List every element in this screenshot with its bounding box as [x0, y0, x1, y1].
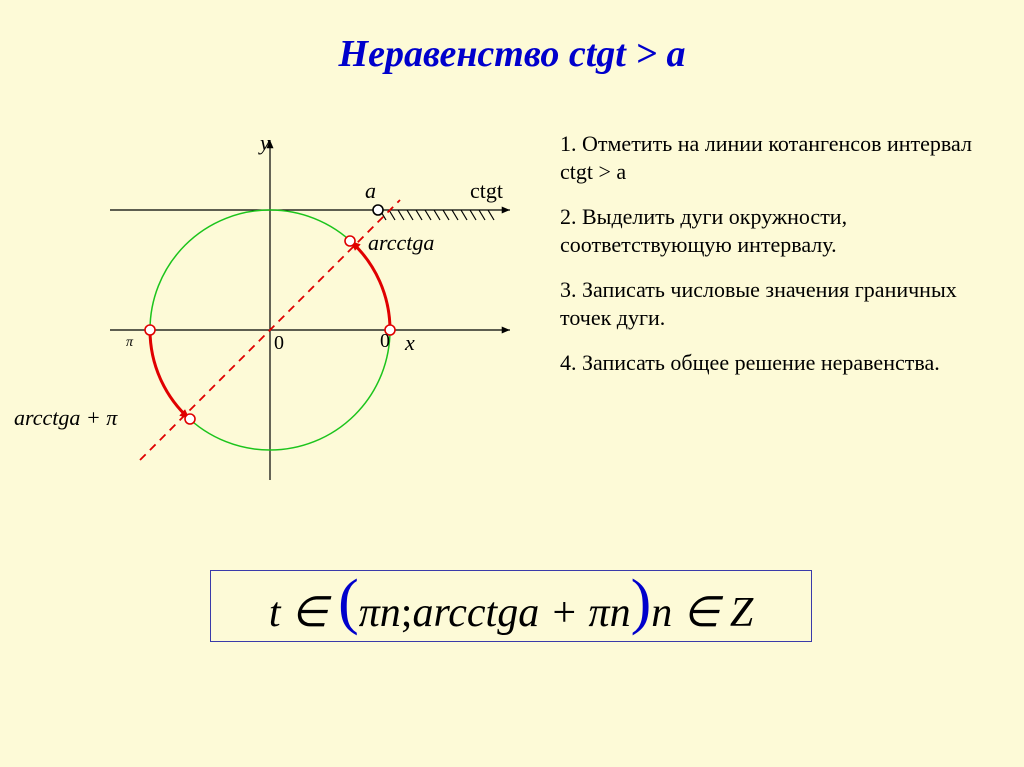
label-a: a — [365, 178, 376, 204]
formula-suffix: n ∈ Z — [651, 590, 753, 636]
diagram-svg — [60, 130, 520, 490]
steps-list: 1. Отметить на линии котангенсов интерва… — [560, 130, 990, 395]
page-title: Неравенство ctgt > a — [0, 32, 1024, 76]
formula-left: πn — [359, 590, 401, 636]
label-x: x — [405, 330, 415, 356]
label-zero: 0 — [274, 332, 284, 355]
diagram: y x a ctgt arcctga arcctga + π π 0 0 — [60, 130, 520, 490]
step-1: 1. Отметить на линии котангенсов интерва… — [560, 130, 990, 185]
formula-box: t ∈ (πn;arcctga + πn)n ∈ Z — [210, 570, 812, 642]
formula-prefix: t ∈ — [269, 590, 338, 636]
formula-text: t ∈ (πn;arcctga + πn)n ∈ Z — [269, 571, 753, 642]
step-4: 4. Записать общее решение неравенства. — [560, 349, 990, 377]
step-2: 2. Выделить дуги окружности, соответству… — [560, 203, 990, 258]
formula-right: arcctga + πn — [412, 590, 630, 636]
label-ctgt: ctgt — [470, 178, 503, 204]
step-3: 3. Записать числовые значения граничных … — [560, 276, 990, 331]
label-arcctga-pi: arcctga + π — [14, 405, 117, 431]
label-arcctga: arcctga — [368, 230, 434, 256]
label-y: y — [260, 130, 270, 156]
label-zero-right: 0 — [380, 330, 390, 353]
label-pi: π — [126, 335, 133, 351]
